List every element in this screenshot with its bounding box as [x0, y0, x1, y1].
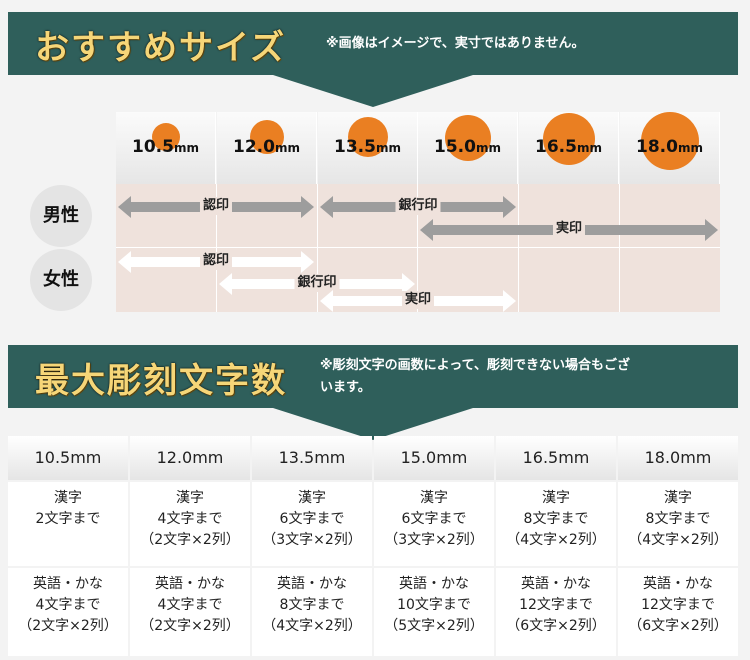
kanji-cell: 漢字 8文字まで （4文字×2列） — [496, 482, 616, 566]
recommended-size-banner: おすすめサイズ ※画像はイメージで、実寸ではありません。 — [8, 12, 738, 107]
table-column: 13.5mm 漢字 6文字まで （3文字×2列） 英語・かな 8文字まで （4文字×2列… — [252, 436, 374, 656]
recommended-size-title: おすすめサイズ — [35, 28, 286, 68]
size-cell-13-5: 13.5mm — [318, 112, 418, 184]
size-cell-10-5: 10.5mm — [116, 112, 216, 184]
max-characters-banner: 最大彫刻文字数 ※彫刻文字の画数によって、彫刻できない場合もござ います。 — [8, 345, 738, 440]
table-column: 16.5mm 漢字 8文字まで （4文字×2列） 英語・かな 12文字まで （6文字×2… — [496, 436, 618, 656]
kana-cell: 英語・かな 12文字まで （6文字×2列） — [618, 568, 738, 656]
range-label: 銀行印 — [395, 197, 441, 215]
banner-notch — [273, 75, 473, 107]
size-dot — [543, 113, 595, 165]
female-jitsuin-range: 実印 — [320, 290, 516, 312]
table-header-size: 12.0mm — [130, 436, 250, 480]
max-characters-title: 最大彫刻文字数 — [35, 361, 287, 401]
size-number: 15.0 — [434, 137, 476, 157]
range-label: 銀行印 — [294, 274, 340, 292]
size-unit: mm — [576, 141, 602, 155]
kanji-cell: 漢字 6文字まで （3文字×2列） — [252, 482, 372, 566]
male-badge: 男性 — [30, 185, 92, 247]
table-header-size: 13.5mm — [252, 436, 372, 480]
size-unit: mm — [475, 141, 501, 155]
size-dot — [445, 115, 491, 161]
banner-notch — [273, 408, 473, 440]
kana-cell: 英語・かな 4文字まで （2文字×2列） — [8, 568, 128, 656]
size-number: 18.0 — [636, 137, 678, 157]
size-number: 13.5 — [334, 137, 376, 157]
kana-cell: 英語・かな 12文字まで （6文字×2列） — [496, 568, 616, 656]
kana-cell: 英語・かな 4文字まで （2文字×2列） — [130, 568, 250, 656]
size-cell-12-0: 12.0mm — [217, 112, 317, 184]
size-dot — [641, 112, 699, 170]
table-column: 10.5mm 漢字 2文字まで 英語・かな 4文字まで （2文字×2列） — [8, 436, 130, 656]
size-unit: mm — [173, 141, 199, 155]
male-bank-seal-range: 銀行印 — [320, 196, 516, 218]
female-badge: 女性 — [30, 249, 92, 311]
size-dot — [348, 117, 388, 157]
size-number: 12.0 — [233, 137, 275, 157]
image-note: ※画像はイメージで、実寸ではありません。 — [326, 36, 585, 51]
range-label: 認印 — [199, 252, 233, 270]
size-number: 10.5 — [132, 137, 174, 157]
size-dot — [152, 123, 180, 151]
kanji-cell: 漢字 8文字まで （4文字×2列） — [618, 482, 738, 566]
table-header-size: 16.5mm — [496, 436, 616, 480]
table-header-size: 10.5mm — [8, 436, 128, 480]
kana-cell: 英語・かな 10文字まで （5文字×2列） — [374, 568, 494, 656]
female-bank-seal-range: 銀行印 — [219, 273, 415, 295]
size-dot — [250, 120, 284, 154]
kanji-cell: 漢字 2文字まで — [8, 482, 128, 566]
male-mitomein-range: 認印 — [118, 196, 314, 218]
kanji-cell: 漢字 6文字まで （3文字×2列） — [374, 482, 494, 566]
female-mitomein-range: 認印 — [118, 251, 314, 273]
table-column: 15.0mm 漢字 6文字まで （3文字×2列） 英語・かな 10文字まで （5文字×2… — [374, 436, 496, 656]
size-cell-18-0: 18.0mm — [620, 112, 720, 184]
range-label: 実印 — [401, 291, 435, 309]
size-unit: mm — [274, 141, 300, 155]
size-unit: mm — [375, 141, 401, 155]
table-header-size: 15.0mm — [374, 436, 494, 480]
size-cell-15-0: 15.0mm — [418, 112, 518, 184]
kanji-cell: 漢字 4文字まで （2文字×2列） — [130, 482, 250, 566]
size-header-row: 10.5mm 12.0mm 13.5mm 15.0mm 16.5mm 18.0m… — [116, 112, 720, 184]
range-label: 実印 — [552, 220, 586, 238]
male-jitsuin-range: 実印 — [420, 219, 718, 241]
kana-cell: 英語・かな 8文字まで （4文字×2列） — [252, 568, 372, 656]
table-column: 12.0mm 漢字 4文字まで （2文字×2列） 英語・かな 4文字まで （2文字×2列… — [130, 436, 252, 656]
table-column: 18.0mm 漢字 8文字まで （4文字×2列） 英語・かな 12文字まで （6文字×2… — [618, 436, 740, 656]
size-cell-16-5: 16.5mm — [519, 112, 619, 184]
range-label: 認印 — [199, 197, 233, 215]
engraving-note: ※彫刻文字の画数によって、彫刻できない場合もござ います。 — [320, 358, 630, 395]
size-number: 16.5 — [535, 137, 577, 157]
max-characters-table: 10.5mm 漢字 2文字まで 英語・かな 4文字まで （2文字×2列） 12.0mm… — [8, 436, 742, 656]
table-header-size: 18.0mm — [618, 436, 738, 480]
size-unit: mm — [677, 141, 703, 155]
